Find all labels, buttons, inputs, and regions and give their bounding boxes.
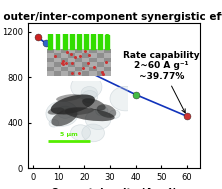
Ellipse shape [82, 124, 104, 142]
Polygon shape [48, 30, 52, 34]
Polygon shape [77, 30, 81, 33]
Bar [89, 71, 97, 76]
Bar [89, 67, 97, 71]
Bar [97, 71, 104, 76]
Bar [75, 71, 82, 76]
Bar [104, 67, 111, 71]
Bar [61, 71, 68, 76]
Text: 5 μm: 5 μm [60, 132, 77, 138]
Bar [104, 49, 111, 53]
Bar [75, 58, 82, 62]
Bar [89, 62, 97, 67]
Ellipse shape [70, 125, 91, 140]
Bar [54, 71, 61, 76]
Ellipse shape [49, 119, 59, 127]
Polygon shape [70, 31, 74, 34]
Ellipse shape [57, 106, 73, 118]
Bar [47, 62, 54, 67]
Ellipse shape [97, 104, 116, 118]
Bar [47, 71, 54, 76]
Bar [47, 67, 54, 71]
Bar [54, 53, 61, 58]
Ellipse shape [71, 75, 102, 99]
Bar [89, 58, 97, 62]
Polygon shape [56, 31, 59, 34]
Bar [54, 58, 61, 62]
Bar [75, 53, 82, 58]
Bar [82, 58, 89, 62]
Polygon shape [105, 32, 109, 35]
Ellipse shape [81, 87, 97, 99]
Ellipse shape [82, 98, 106, 111]
Bar [75, 67, 82, 71]
Ellipse shape [82, 91, 98, 103]
Bar [47, 53, 54, 58]
Ellipse shape [60, 107, 94, 115]
Bar [97, 49, 104, 53]
Bar [97, 67, 104, 71]
Polygon shape [91, 30, 95, 34]
Bar [68, 53, 75, 58]
X-axis label: Current density (A g⁻¹): Current density (A g⁻¹) [51, 188, 177, 189]
Bar [89, 53, 97, 58]
Bar [97, 62, 104, 67]
Polygon shape [63, 29, 67, 32]
Bar [61, 67, 68, 71]
Bar [68, 67, 75, 71]
Bar [82, 67, 89, 71]
Ellipse shape [56, 94, 81, 101]
Ellipse shape [51, 109, 77, 126]
Polygon shape [98, 27, 102, 31]
Bar [61, 49, 68, 53]
Bar [47, 49, 54, 53]
Ellipse shape [46, 101, 78, 126]
Bar [47, 58, 54, 62]
Ellipse shape [65, 108, 115, 121]
Bar [75, 49, 82, 53]
Bar [47, 49, 111, 76]
Bar [68, 49, 75, 53]
Ellipse shape [51, 94, 95, 114]
Bar [61, 53, 68, 58]
Bar [54, 67, 61, 71]
Bar [82, 62, 89, 67]
Bar [61, 62, 68, 67]
Bar [82, 71, 89, 76]
Bar [54, 49, 61, 53]
Title: The outer/inter-component synergistic effects: The outer/inter-component synergistic ef… [0, 12, 222, 22]
Ellipse shape [95, 106, 108, 116]
Text: Rate capability
2~60 A g⁻¹
~39.77%: Rate capability 2~60 A g⁻¹ ~39.77% [123, 51, 200, 113]
Bar [104, 71, 111, 76]
Polygon shape [84, 28, 88, 32]
Bar [82, 49, 89, 53]
Ellipse shape [110, 86, 141, 111]
Bar [89, 49, 97, 53]
Ellipse shape [85, 109, 111, 129]
Ellipse shape [48, 107, 64, 115]
Bar [104, 62, 111, 67]
Bar [54, 62, 61, 67]
Bar [68, 71, 75, 76]
Bar [61, 58, 68, 62]
Bar [97, 58, 104, 62]
Bar [104, 53, 111, 58]
Bar [68, 58, 75, 62]
Bar [68, 62, 75, 67]
Bar [75, 62, 82, 67]
Bar [82, 53, 89, 58]
Bar [97, 53, 104, 58]
Ellipse shape [109, 110, 120, 119]
Bar [104, 58, 111, 62]
